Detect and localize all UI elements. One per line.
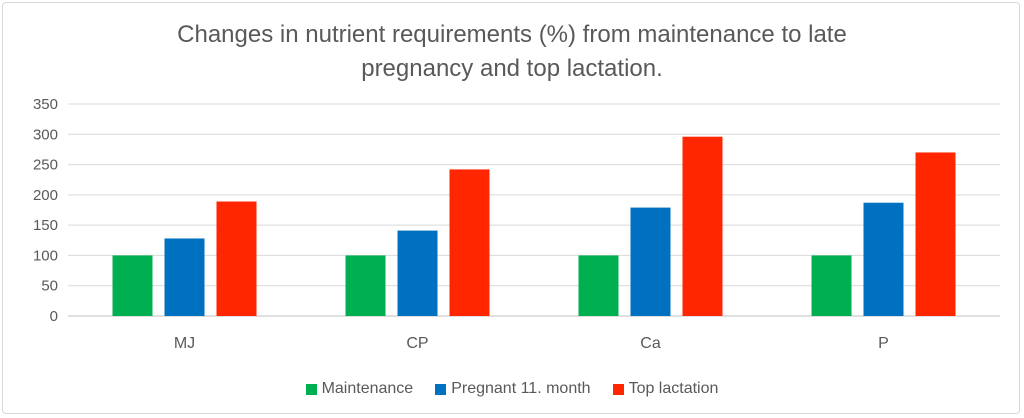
bar-top-lactation-mj <box>216 201 257 316</box>
y-tick-label: 150 <box>33 217 58 234</box>
legend-label: Top lactation <box>628 380 719 397</box>
chart-title-line-2: pregnancy and top lactation. <box>361 55 663 82</box>
x-category-label: P <box>878 335 889 352</box>
legend-swatch <box>435 383 447 395</box>
bar-maintenance-cp <box>345 255 386 316</box>
bar-maintenance-ca <box>578 255 619 316</box>
y-tick-label: 200 <box>33 187 58 204</box>
y-tick-label: 50 <box>41 278 58 295</box>
legend-label: Pregnant 11. month <box>451 380 591 397</box>
x-category-label: CP <box>406 335 428 352</box>
y-tick-label: 300 <box>33 126 58 143</box>
legend-item: Maintenance <box>305 380 414 398</box>
legend-item: Top lactation <box>612 380 719 398</box>
legend-item: Pregnant 11. month <box>435 380 591 398</box>
bar-pregnant-11-month-p <box>863 202 904 316</box>
bar-maintenance-mj <box>112 255 153 316</box>
y-tick-label: 100 <box>33 247 58 264</box>
chart-title-line-1: Changes in nutrient requirements (%) fro… <box>177 21 847 48</box>
bar-top-lactation-cp <box>449 169 490 316</box>
y-tick-label: 0 <box>50 308 58 325</box>
bar-maintenance-p <box>811 255 852 316</box>
x-category-label: MJ <box>174 335 195 352</box>
y-tick-label: 350 <box>33 96 58 113</box>
bar-pregnant-11-month-mj <box>164 238 205 316</box>
bar-top-lactation-p <box>915 152 956 316</box>
chart-legend: Maintenance Pregnant 11. month Top lactati… <box>0 380 1024 398</box>
chart-frame <box>2 2 1020 414</box>
x-category-label: Ca <box>640 335 661 352</box>
legend-label: Maintenance <box>321 380 414 397</box>
y-tick-label: 250 <box>33 157 58 174</box>
legend-swatch <box>305 383 317 395</box>
chart-title: Changes in nutrient requirements (%) fro… <box>0 18 1024 86</box>
bar-top-lactation-ca <box>682 136 723 316</box>
legend-swatch <box>612 383 624 395</box>
bar-pregnant-11-month-cp <box>397 230 438 316</box>
bar-pregnant-11-month-ca <box>630 207 671 316</box>
